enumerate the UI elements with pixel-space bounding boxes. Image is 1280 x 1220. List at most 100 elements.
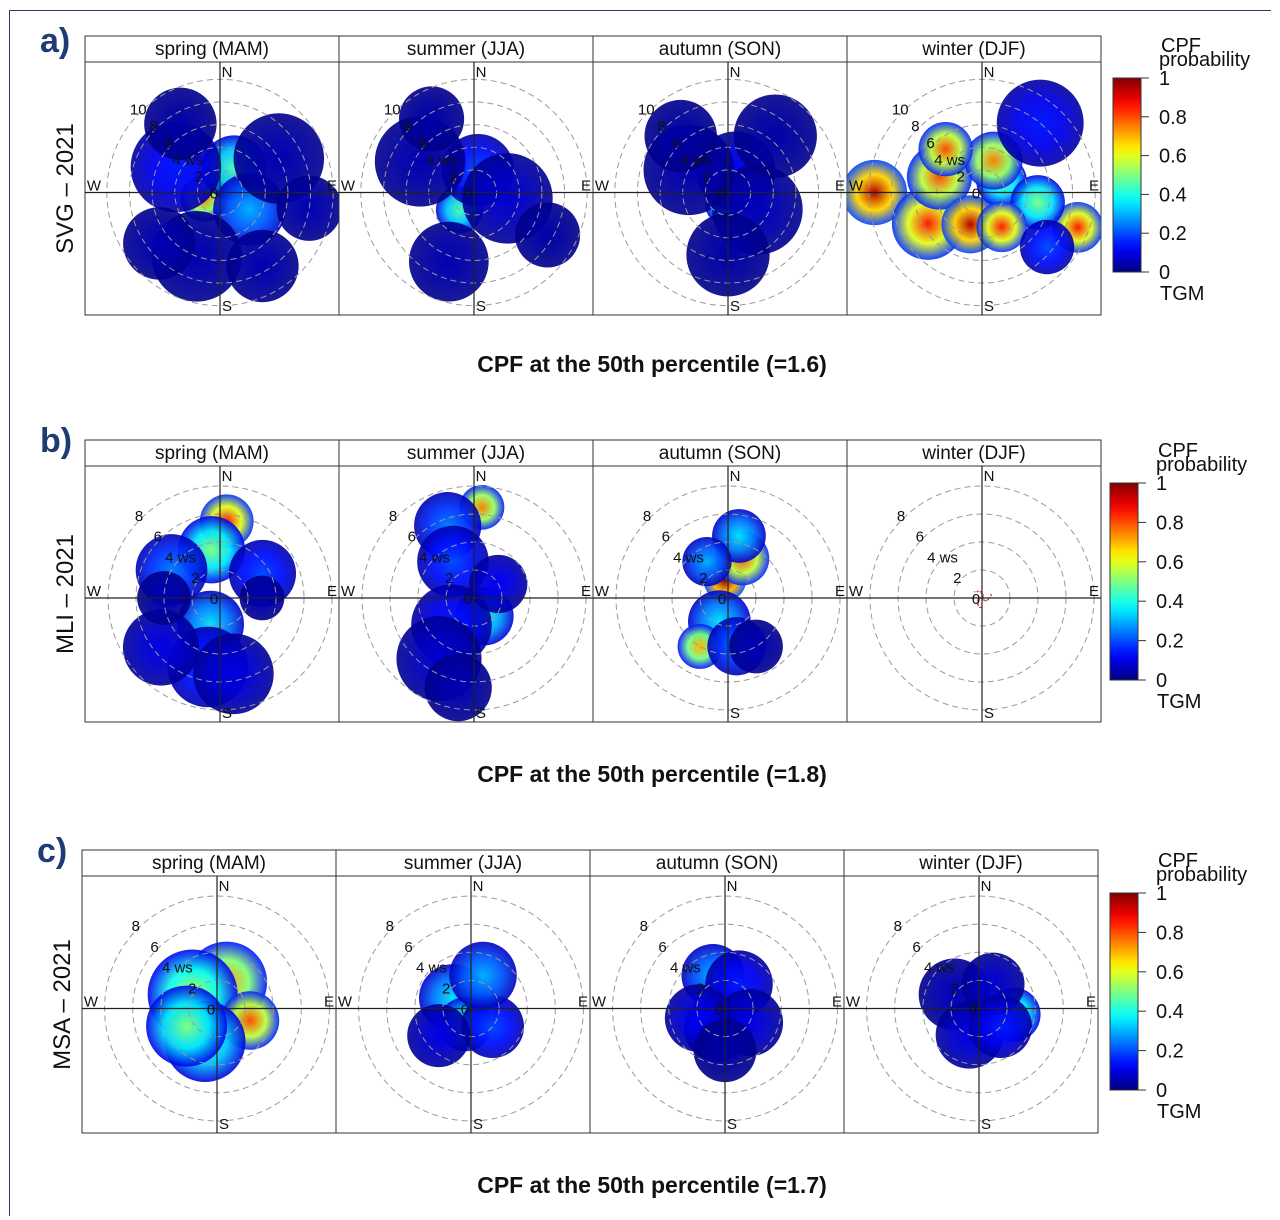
ring-label: 8: [897, 508, 905, 525]
colorbar-subtitle: TGM: [1157, 1101, 1201, 1123]
dir-label-w: W: [84, 994, 99, 1011]
dir-label-n: N: [984, 64, 995, 81]
polar-plot: 864 ws 20: [847, 466, 1101, 722]
facet-strip: [592, 439, 848, 467]
facet-title: autumn (SON): [659, 39, 781, 60]
ring-label: 8: [657, 118, 665, 135]
dir-label-n: N: [730, 468, 741, 485]
ring-label: 0: [718, 591, 726, 608]
ring-label: 0: [464, 186, 472, 203]
colorbar-tick-label: 0.6: [1156, 552, 1184, 574]
ring-label: 0: [972, 186, 980, 203]
polar-plot: 864 ws 20: [336, 876, 590, 1133]
dir-label-n: N: [476, 64, 487, 81]
dir-label-s: S: [727, 1116, 737, 1133]
ring-label: 0: [972, 591, 980, 608]
ring-label: 8: [640, 918, 648, 935]
dir-label-w: W: [592, 994, 607, 1011]
colorbar-tick-label: 0: [1156, 1080, 1167, 1102]
dir-label-e: E: [324, 994, 334, 1011]
dir-label-s: S: [476, 298, 486, 315]
colorbar-title: CPF probability: [1159, 35, 1250, 71]
sparse-point: [983, 599, 986, 601]
row-caption: CPF at the 50th percentile (=1.8): [477, 761, 827, 787]
dir-label-n: N: [222, 64, 233, 81]
colorbar-tick-label: 1: [1159, 68, 1170, 90]
sparse-point: [979, 591, 981, 593]
cpf-blob: [144, 87, 217, 161]
ring-label: 4 ws: [172, 152, 203, 169]
row-caption: CPF at the 50th percentile (=1.6): [477, 351, 827, 377]
ring-label: 10: [638, 101, 655, 118]
sparse-point: [976, 590, 978, 593]
ring-label: 6: [150, 939, 158, 956]
row-caption: CPF at the 50th percentile (=1.7): [477, 1172, 827, 1198]
polar-plot: 864 ws 20: [339, 466, 593, 722]
cpf-blob: [1019, 219, 1075, 275]
panel-letter: c): [37, 832, 67, 870]
ring-label: 4 ws: [416, 960, 447, 977]
ring-label: 4 ws: [670, 960, 701, 977]
ring-label: 10: [130, 101, 147, 118]
facet-title: winter (DJF): [921, 39, 1025, 60]
cpf-blob: [408, 221, 489, 302]
sparse-point: [990, 593, 992, 596]
colorbar-tick-label: 0.8: [1156, 922, 1184, 944]
cpf-blob: [407, 1004, 471, 1068]
sparse-point: [973, 591, 976, 593]
colorbar-subtitle: TGM: [1160, 283, 1204, 305]
dir-label-w: W: [595, 178, 610, 195]
dir-label-w: W: [341, 583, 356, 600]
cpf-blob: [146, 985, 228, 1067]
dir-label-w: W: [846, 994, 861, 1011]
sparse-point: [987, 598, 990, 600]
polar-plot: 864 ws 20: [590, 876, 844, 1133]
cpf-blob: [729, 619, 783, 674]
dir-label-n: N: [981, 878, 992, 895]
colorbar-tick-label: 0.8: [1156, 512, 1184, 534]
dir-label-n: N: [984, 468, 995, 485]
ring-label: 10: [892, 101, 909, 118]
dir-label-w: W: [87, 178, 102, 195]
ring-label: 2: [195, 169, 203, 186]
figure-frame: [9, 10, 1271, 1216]
ring-label: 0: [715, 1002, 723, 1019]
facet-title: spring (MAM): [152, 853, 266, 874]
ring-label: 4 ws: [927, 549, 958, 566]
panel-letter: b): [40, 422, 72, 460]
ring-label: 6: [662, 529, 670, 546]
dir-label-s: S: [984, 298, 994, 315]
dir-label-s: S: [222, 705, 232, 722]
colorbar-tick-label: 0: [1156, 670, 1167, 692]
cpf-blob: [461, 995, 525, 1059]
dir-label-e: E: [832, 994, 842, 1011]
colorbar-title: CPF probability: [1156, 850, 1247, 886]
ring-label: 6: [408, 529, 416, 546]
ring-label: 4 ws: [680, 152, 711, 169]
dir-label-s: S: [219, 1116, 229, 1133]
colorbar-tick-label: 0.4: [1156, 591, 1184, 613]
dir-label-e: E: [581, 178, 591, 195]
ring-label: 8: [403, 118, 411, 135]
facet-strip: [843, 849, 1099, 877]
ring-label: 10: [384, 101, 401, 118]
ring-label: 2: [957, 169, 965, 186]
dir-label-s: S: [222, 298, 232, 315]
polar-plot: 864 ws 20: [82, 876, 336, 1133]
cpf-blob: [682, 536, 732, 587]
ring-label: 8: [894, 918, 902, 935]
ring-label: 0: [969, 1002, 977, 1019]
sparse-point: [990, 594, 992, 597]
colorbar-tick-label: 0.6: [1159, 146, 1187, 168]
ring-label: 2: [696, 981, 704, 998]
dir-label-n: N: [476, 468, 487, 485]
dir-label-s: S: [984, 705, 994, 722]
ring-label: 0: [210, 186, 218, 203]
ring-label: 2: [188, 981, 196, 998]
ring-label: 4 ws: [673, 549, 704, 566]
cpf-blob: [976, 201, 1028, 253]
ring-label: 0: [464, 591, 472, 608]
facet-strip: [338, 439, 594, 467]
cpf-blob: [424, 654, 492, 722]
